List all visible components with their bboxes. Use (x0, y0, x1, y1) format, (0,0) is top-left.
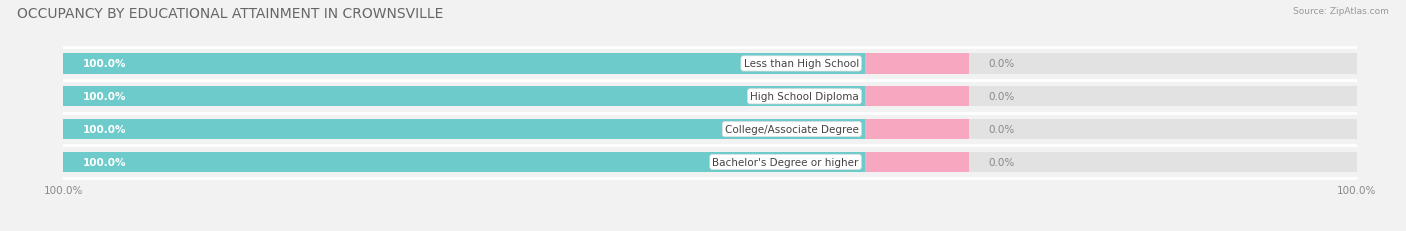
Text: 100.0%: 100.0% (83, 125, 127, 134)
Text: 100.0%: 100.0% (83, 157, 127, 167)
Text: High School Diploma: High School Diploma (749, 92, 859, 102)
Text: 0.0%: 0.0% (988, 59, 1014, 69)
Text: Bachelor's Degree or higher: Bachelor's Degree or higher (713, 157, 859, 167)
Bar (63, 152, 865, 172)
Bar (63, 54, 1357, 74)
Bar (63, 119, 865, 140)
Text: 0.0%: 0.0% (988, 125, 1014, 134)
Text: Less than High School: Less than High School (744, 59, 859, 69)
Bar (865, 119, 969, 140)
Bar (63, 119, 1357, 140)
Text: 0.0%: 0.0% (988, 157, 1014, 167)
Text: 100.0%: 100.0% (83, 59, 127, 69)
Bar (63, 152, 1357, 172)
Text: OCCUPANCY BY EDUCATIONAL ATTAINMENT IN CROWNSVILLE: OCCUPANCY BY EDUCATIONAL ATTAINMENT IN C… (17, 7, 443, 21)
Text: 100.0%: 100.0% (83, 92, 127, 102)
Bar (865, 152, 969, 172)
Bar (63, 54, 865, 74)
Text: College/Associate Degree: College/Associate Degree (725, 125, 859, 134)
Bar (865, 54, 969, 74)
Bar (865, 87, 969, 107)
Text: Source: ZipAtlas.com: Source: ZipAtlas.com (1294, 7, 1389, 16)
Text: 0.0%: 0.0% (988, 92, 1014, 102)
Bar (63, 87, 1357, 107)
Bar (63, 87, 865, 107)
